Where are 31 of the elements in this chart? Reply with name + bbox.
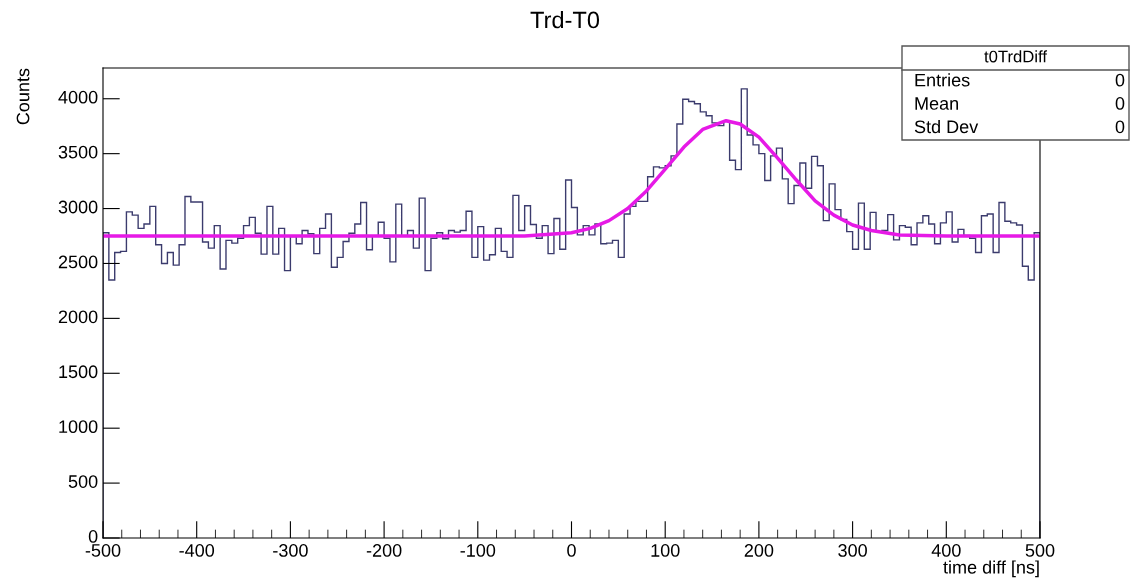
- y-tick-label: 4000: [58, 90, 98, 104]
- text: 0: [1115, 120, 1125, 134]
- x-tick-label: -400: [179, 544, 215, 557]
- x-axis-title: time diff [ns]: [943, 560, 1039, 578]
- x-tick-label: 400: [931, 544, 961, 557]
- x-tick-label: 500: [1025, 544, 1055, 557]
- y-tick-label: 1500: [59, 365, 98, 379]
- x-tick-label: 0: [567, 544, 576, 557]
- y-tick-label: 3000: [58, 200, 98, 214]
- x-tick-label: -300: [273, 544, 308, 557]
- y-tick-label: 2500: [58, 255, 98, 269]
- x-tick-label: -500: [85, 544, 121, 557]
- x-tick-label: 200: [744, 544, 774, 557]
- y-tick-label: 0: [88, 530, 98, 543]
- annotation: Mean: [915, 97, 958, 110]
- x-tick-label: 100: [651, 544, 680, 557]
- y-tick-label: 500: [68, 475, 98, 488]
- x-tick-label: 300: [838, 544, 867, 557]
- annotation: Std Dev: [914, 119, 979, 134]
- text: 0: [1115, 73, 1125, 87]
- chart-title: Trd-T0: [530, 11, 600, 29]
- text: t0TrdDiff: [984, 50, 1048, 63]
- x-tick-label: -200: [366, 544, 402, 557]
- line-series: [103, 118, 1040, 238]
- text: 0: [1115, 97, 1125, 110]
- x-tick-label: -100: [460, 544, 496, 557]
- y-axis-title: Counts: [16, 68, 30, 125]
- y-tick-label: 1000: [59, 420, 98, 434]
- annotation: Entries: [915, 73, 970, 87]
- y-tick-label: 3500: [58, 145, 98, 159]
- y-tick-label: 2000: [58, 310, 98, 324]
